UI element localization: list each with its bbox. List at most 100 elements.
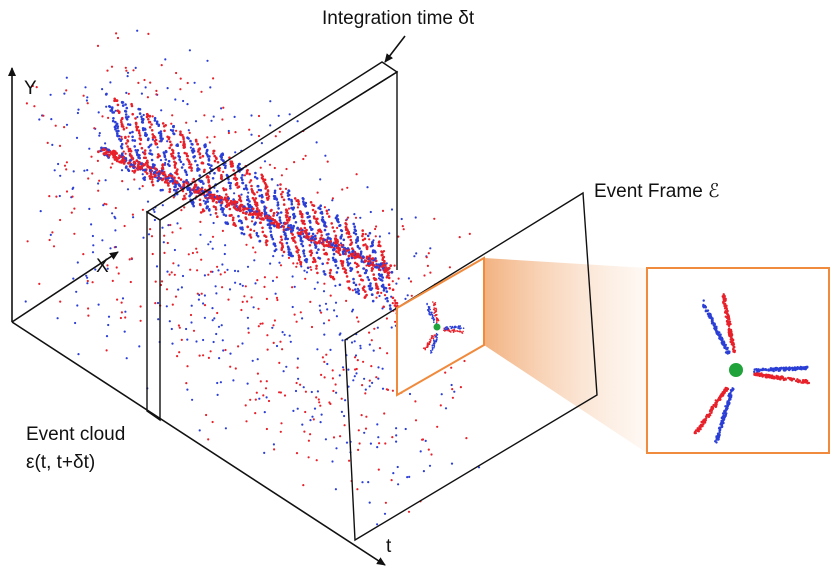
- event-point: [302, 249, 306, 252]
- event-point: [316, 390, 319, 393]
- event-point: [351, 310, 354, 313]
- event-point: [114, 99, 118, 102]
- event-point: [353, 261, 357, 265]
- event-point: [319, 211, 323, 215]
- event-point: [206, 153, 209, 157]
- event-point: [408, 475, 411, 478]
- event-point: [723, 300, 726, 303]
- event-point: [258, 194, 262, 198]
- event-point: [377, 268, 381, 271]
- event-point: [259, 166, 262, 169]
- event-point: [725, 389, 728, 392]
- event-point: [256, 184, 260, 188]
- event-point: [172, 196, 175, 199]
- event-point: [254, 398, 257, 401]
- event-point: [288, 217, 291, 221]
- event-point: [127, 135, 130, 138]
- event-point: [256, 372, 259, 375]
- event-point: [332, 389, 335, 393]
- event-point: [179, 140, 182, 144]
- event-point: [327, 215, 331, 218]
- event-point: [246, 300, 249, 303]
- event-point: [363, 271, 367, 275]
- event-point: [58, 194, 61, 198]
- event-point: [301, 221, 305, 224]
- event-point: [263, 451, 266, 454]
- event-point: [233, 201, 237, 205]
- event-point: [135, 128, 139, 132]
- event-point: [355, 262, 359, 266]
- event-point: [313, 287, 316, 290]
- event-point: [359, 347, 362, 350]
- event-point: [171, 129, 175, 132]
- event-point: [723, 345, 726, 349]
- event-point: [107, 148, 110, 152]
- event-point: [269, 124, 272, 127]
- event-point: [114, 217, 117, 220]
- event-point: [145, 172, 149, 175]
- event-point: [111, 111, 114, 114]
- event-point: [295, 199, 299, 202]
- event-point: [377, 366, 380, 369]
- event-point: [377, 272, 381, 276]
- event-point: [114, 245, 117, 249]
- event-point: [387, 266, 391, 270]
- event-point: [166, 270, 169, 273]
- event-point: [25, 102, 28, 105]
- event-point: [273, 197, 276, 200]
- event-point: [383, 512, 387, 515]
- event-point: [236, 164, 240, 168]
- event-point: [198, 293, 201, 297]
- event-point: [352, 252, 356, 256]
- event-point: [179, 178, 183, 181]
- event-point: [86, 169, 89, 172]
- event-point: [181, 189, 185, 193]
- event-point: [287, 256, 291, 259]
- event-point: [50, 118, 53, 121]
- event-point: [76, 261, 79, 264]
- event-point: [770, 376, 773, 379]
- event-point: [353, 340, 356, 343]
- event-point: [426, 346, 429, 348]
- event-point: [380, 273, 384, 277]
- event-point: [791, 368, 794, 372]
- event-point: [292, 262, 295, 265]
- event-point: [116, 103, 120, 107]
- event-point: [105, 105, 108, 108]
- event-point: [434, 315, 436, 317]
- event-point: [216, 167, 220, 170]
- event-point: [263, 276, 266, 279]
- event-point: [280, 422, 283, 425]
- event-point: [143, 151, 146, 155]
- event-point: [31, 84, 34, 88]
- event-point: [113, 150, 117, 154]
- event-point: [188, 131, 191, 134]
- event-point: [75, 290, 78, 293]
- event-point: [265, 243, 268, 247]
- event-point: [190, 166, 193, 170]
- event-point: [357, 429, 360, 432]
- event-point: [279, 235, 283, 239]
- event-point: [365, 247, 369, 251]
- event-point: [296, 366, 299, 369]
- event-point: [185, 121, 188, 124]
- event-point: [728, 331, 731, 334]
- event-point: [241, 284, 244, 287]
- event-point: [195, 247, 198, 250]
- event-point: [156, 146, 159, 149]
- event-point: [220, 196, 224, 200]
- event-point: [180, 209, 183, 212]
- event-point: [361, 278, 364, 282]
- event-point: [190, 304, 193, 307]
- event-point: [445, 326, 448, 329]
- event-point: [347, 254, 351, 258]
- event-point: [143, 163, 147, 167]
- event-point: [130, 104, 134, 108]
- event-point: [374, 235, 377, 238]
- event-point: [782, 369, 786, 372]
- event-point: [172, 262, 175, 265]
- event-point: [120, 120, 123, 124]
- event-point: [433, 344, 436, 347]
- event-point: [233, 203, 237, 207]
- event-point: [283, 233, 287, 236]
